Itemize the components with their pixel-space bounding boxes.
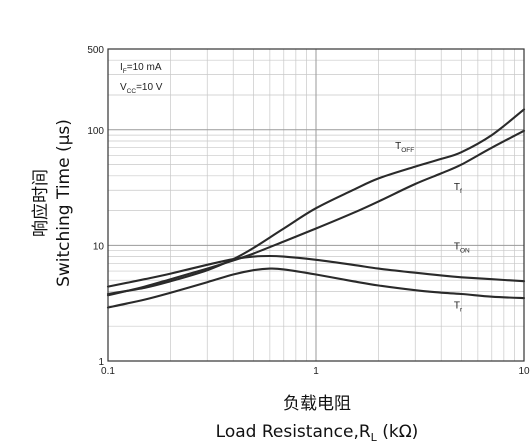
series-line-tf: [106, 129, 526, 297]
series-line-ton: [106, 254, 526, 288]
y-tick-label: 100: [87, 126, 104, 137]
x-axis-title-unit: (kΩ): [377, 422, 419, 442]
x-axis-title-subscript: L: [371, 431, 378, 444]
plot-frame: [107, 48, 525, 362]
annotations: TOFF Tf TON Tr IF=10 mA VCC=10 V: [120, 62, 470, 313]
x-tick-label: 0.1: [101, 366, 115, 377]
y-tick-label: 10: [93, 241, 105, 252]
y-tick-label: 1: [98, 357, 104, 368]
series-label-ton: TON: [454, 242, 470, 255]
series-label-tr: Tr: [454, 300, 463, 313]
y-axis-title: Switching Time (μs): [54, 119, 74, 287]
x-axis-title: Load Resistance,RL (kΩ): [216, 422, 419, 444]
series-label-tf: Tf: [454, 182, 462, 195]
y-axis-title-chinese: 响应时间: [31, 169, 51, 237]
condition-label: VCC=10 V: [120, 82, 163, 95]
x-axis-title-main: Load Resistance,R: [216, 422, 371, 442]
series-label-toff: TOFF: [395, 141, 414, 154]
series-line-tr: [106, 267, 526, 309]
x-axis-title-chinese: 负载电阻: [283, 394, 351, 414]
condition-label: IF=10 mA: [120, 62, 162, 75]
series-line-toff: [106, 108, 526, 296]
x-tick-label: 1: [313, 366, 319, 377]
x-tick-label: 10: [518, 366, 530, 377]
y-tick-label: 500: [87, 45, 104, 56]
series-lines: [106, 108, 526, 309]
